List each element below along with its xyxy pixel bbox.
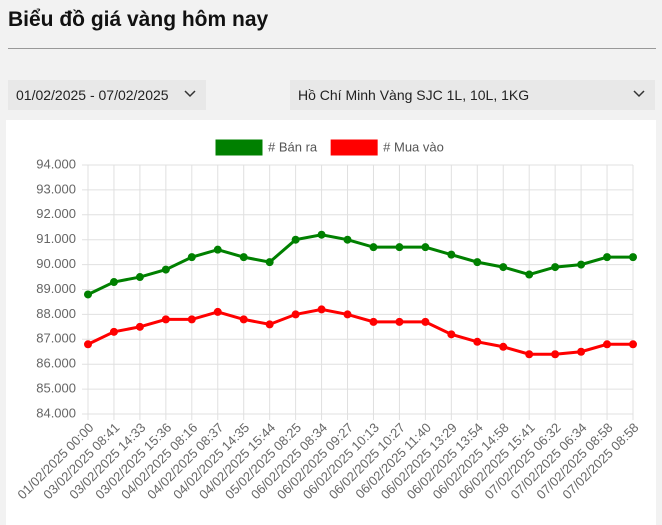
chevron [184,90,196,98]
point [369,243,378,252]
point [369,317,378,326]
point [499,342,508,351]
point [109,327,118,336]
point [239,315,248,324]
chevron [633,90,645,98]
product: Hồ Chí Minh Vàng SJC 1L, 10L, 1KG [298,87,530,103]
legend-swatch [330,139,378,156]
point [213,307,222,316]
point [447,330,456,339]
point [395,243,404,252]
point [473,258,482,267]
point [291,235,300,244]
point [395,317,404,326]
legend-swatch [215,139,263,156]
y-tick-label: 86.000 [36,356,76,371]
point [629,253,637,262]
point [525,350,534,359]
y-tick-label: 94.000 [36,156,76,171]
y-tick-label: 90.000 [36,256,76,271]
point [187,315,196,324]
point [551,350,560,359]
point [109,278,118,287]
point [239,253,248,262]
point [421,243,430,252]
point [499,263,508,272]
point [577,347,586,356]
series-line [87,233,633,296]
point [551,263,560,272]
point [187,253,196,262]
point [343,310,352,319]
point [577,260,586,269]
point [603,340,612,349]
point [447,250,456,259]
divider [8,48,656,49]
point [84,290,92,299]
y-tick-label: 89.000 [36,281,76,296]
point [525,270,534,279]
series-line [87,307,633,356]
point [213,245,222,254]
point [161,315,170,324]
y-tick-label: 91.000 [36,231,76,246]
date-range: 01/02/2025 - 07/02/2025 [16,87,169,103]
point [317,230,326,239]
y-tick-label: 93.000 [36,181,76,196]
legend-label: # Bán ra [268,139,318,154]
point [135,273,144,282]
point [343,235,352,244]
point [317,305,326,314]
y-tick-label: 92.000 [36,206,76,221]
point [265,320,274,329]
y-tick-label: 85.000 [36,381,76,396]
date-range-select[interactable]: 01/02/2025 - 07/02/2025 [8,80,206,110]
point [135,322,144,331]
y-tick-label: 88.000 [36,306,76,321]
legend-label: # Mua vào [383,139,444,154]
point [265,258,274,267]
point [84,340,92,349]
y-tick-label: 87.000 [36,331,76,346]
point [291,310,300,319]
point [629,340,637,349]
product-select[interactable]: Hồ Chí Minh Vàng SJC 1L, 10L, 1KG [290,80,655,110]
y-tick-label: 84.000 [36,405,76,420]
point [421,317,430,326]
page-title: Biểu đồ giá vàng hôm nay [8,8,269,31]
point [161,265,170,274]
point [473,337,482,346]
point [603,253,612,262]
